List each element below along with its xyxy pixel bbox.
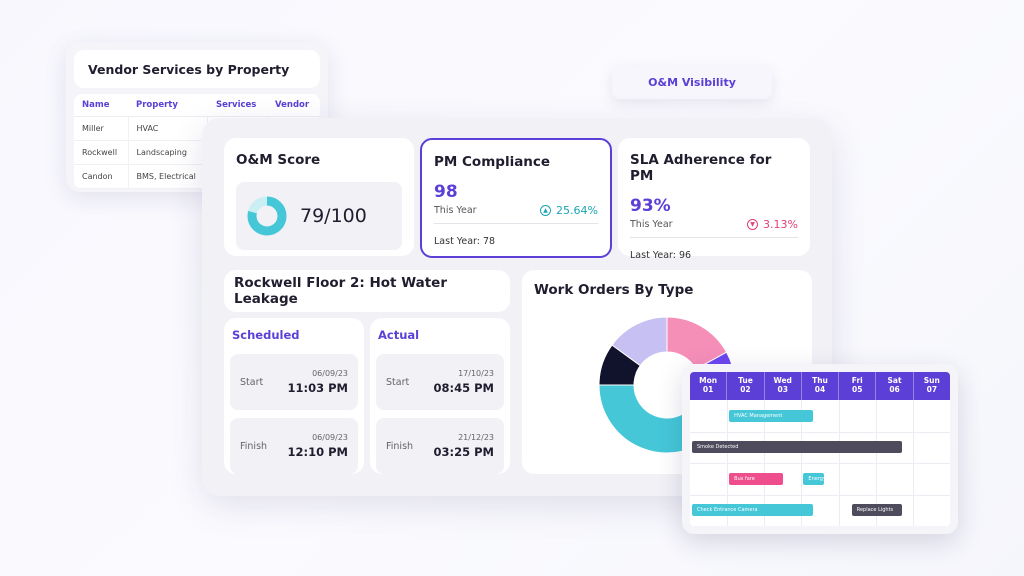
score-ring-icon <box>247 196 287 236</box>
pm-change: ▲ 25.64% <box>540 204 598 217</box>
cell-property: HVAC <box>128 116 209 141</box>
calendar-event[interactable]: Energy <box>803 472 824 485</box>
cell-name: Rockwell <box>74 140 129 165</box>
scheduled-start: Start 06/09/23 11:03 PM <box>230 354 358 410</box>
scheduled-title: Scheduled <box>232 328 300 342</box>
vendor-services-title: Vendor Services by Property <box>74 50 320 88</box>
calendar-event[interactable]: Replace Lights <box>851 504 902 517</box>
start-label: Start <box>386 376 410 388</box>
om-visibility-button[interactable]: O&M Visibility <box>612 66 772 99</box>
pm-period-label: This Year <box>434 205 477 216</box>
sla-period-label: This Year <box>630 219 673 230</box>
day-number: 02 <box>740 385 751 395</box>
sla-adherence-title: SLA Adherence for PM <box>630 152 772 184</box>
day-name: Wed <box>773 376 792 385</box>
calendar-event[interactable]: Bus fare <box>729 472 783 485</box>
finish-label: Finish <box>240 440 268 452</box>
calendar-day-wed[interactable]: Wed 03 <box>765 372 802 400</box>
calendar-header: Mon 01 Tue 02 Wed 03 Thu 04 Fri 05 Sat 06 Sun 07 <box>690 372 950 400</box>
sla-adherence-card[interactable]: SLA Adherence for PM 93% This Year ▼ 3.1… <box>618 138 810 261</box>
pm-change-value: 25.64% <box>556 204 598 217</box>
sla-change: ▼ 3.13% <box>747 218 798 231</box>
cell-name: Miller <box>74 116 129 141</box>
leakage-title-card[interactable]: Rockwell Floor 2: Hot Water Leakage <box>224 270 510 312</box>
start-date: 17/10/23 <box>458 369 494 378</box>
pm-last-year: Last Year: 78 <box>434 236 496 247</box>
column-header-name[interactable]: Name <box>74 94 128 117</box>
weekly-calendar: Mon 01 Tue 02 Wed 03 Thu 04 Fri 05 Sat 06 Sun 07 HVAC… <box>682 364 958 534</box>
cell-name: Candon <box>74 164 129 189</box>
scheduled-finish: Finish 06/09/23 12:10 PM <box>230 418 358 474</box>
scheduled-card: Scheduled Start 06/09/23 11:03 PM Finish… <box>224 318 364 474</box>
day-name: Sat <box>887 376 902 385</box>
actual-title: Actual <box>378 328 420 342</box>
calendar-event[interactable]: Smoke Detected <box>692 441 902 454</box>
arrow-down-icon: ▼ <box>747 219 759 230</box>
om-score-title: O&M Score <box>236 152 321 168</box>
actual-finish: Finish 21/12/23 03:25 PM <box>376 418 504 474</box>
leakage-title: Rockwell Floor 2: Hot Water Leakage <box>234 275 447 307</box>
start-time: 11:03 PM <box>287 381 348 395</box>
om-score-value: 79/100 <box>300 205 367 227</box>
cell-property: BMS, Electrical <box>128 164 209 189</box>
day-name: Sun <box>923 376 940 385</box>
calendar-day-thu[interactable]: Thu 04 <box>802 372 840 400</box>
day-name: Thu <box>812 376 828 385</box>
sla-adherence-value: 93% <box>630 196 671 216</box>
day-number: 03 <box>777 385 788 395</box>
calendar-day-tue[interactable]: Tue 02 <box>727 372 765 400</box>
column-header-services[interactable]: Services <box>207 94 268 117</box>
pm-compliance-value: 98 <box>434 182 458 202</box>
calendar-event[interactable]: HVAC Management <box>729 409 813 422</box>
table-header-row: Name Property Services Vendor <box>74 94 320 117</box>
day-name: Fri <box>851 376 863 385</box>
column-header-vendor[interactable]: Vendor <box>267 94 320 117</box>
start-label: Start <box>240 376 264 388</box>
calendar-day-sun[interactable]: Sun 07 <box>914 372 950 400</box>
calendar-day-sat[interactable]: Sat 06 <box>876 372 914 400</box>
day-number: 07 <box>926 385 938 395</box>
pm-compliance-row: This Year ▲ 25.64% <box>434 204 598 224</box>
donut-slice-5[interactable] <box>611 316 668 367</box>
grid-row-line <box>690 463 950 464</box>
dashboard-panel: O&M Score 79/100 PM Compliance 98 This Y… <box>202 118 832 496</box>
finish-date: 06/09/23 <box>312 433 348 442</box>
day-number: 05 <box>852 385 863 395</box>
actual-card: Actual Start 17/10/23 08:45 PM Finish 21… <box>370 318 510 474</box>
om-score-card[interactable]: O&M Score 79/100 <box>224 138 414 256</box>
finish-time: 12:10 PM <box>287 445 348 459</box>
start-time: 08:45 PM <box>433 381 494 395</box>
calendar-event[interactable]: Check Entrance Camera <box>692 504 813 517</box>
sla-adherence-row: This Year ▼ 3.13% <box>630 218 798 238</box>
actual-start: Start 17/10/23 08:45 PM <box>376 354 504 410</box>
start-date: 06/09/23 <box>312 369 348 378</box>
calendar-day-mon[interactable]: Mon 01 <box>690 372 728 400</box>
finish-time: 03:25 PM <box>433 445 494 459</box>
calendar-grid: HVAC Management Smoke Detected Bus fare Ene… <box>690 400 950 526</box>
calendar-body: Mon 01 Tue 02 Wed 03 Thu 04 Fri 05 Sat 06 Sun 07 HVAC… <box>690 372 950 526</box>
column-header-property[interactable]: Property <box>128 94 208 117</box>
day-number: 04 <box>814 385 826 395</box>
day-number: 01 <box>702 385 714 395</box>
pm-compliance-card[interactable]: PM Compliance 98 This Year ▲ 25.64% Last… <box>420 138 612 258</box>
sla-change-value: 3.13% <box>763 218 798 231</box>
day-number: 06 <box>889 385 900 395</box>
pm-compliance-title: PM Compliance <box>434 154 551 170</box>
sla-last-year: Last Year: 96 <box>630 250 692 261</box>
day-name: Mon <box>699 376 718 385</box>
day-name: Tue <box>738 376 753 385</box>
finish-date: 21/12/23 <box>458 433 494 442</box>
cell-property: Landscaping <box>128 140 209 165</box>
finish-label: Finish <box>386 440 414 452</box>
om-score-body: 79/100 <box>236 182 402 250</box>
calendar-day-fri[interactable]: Fri 05 <box>839 372 877 400</box>
arrow-up-icon: ▲ <box>540 205 552 216</box>
work-orders-title: Work Orders By Type <box>534 282 694 298</box>
grid-row-line <box>690 494 950 496</box>
grid-row-line <box>690 431 950 433</box>
